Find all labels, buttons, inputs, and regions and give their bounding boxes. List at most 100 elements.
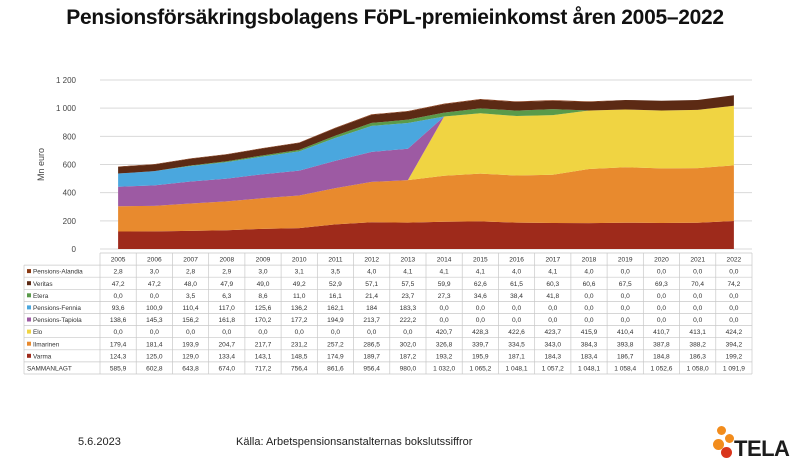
table-cell: 179,4	[110, 341, 127, 348]
total-row-label: SAMMANLAGT	[27, 366, 72, 373]
total-cell: 1 032,0	[433, 366, 455, 373]
table-cell: 0,0	[657, 293, 666, 300]
total-cell: 756,4	[291, 366, 308, 373]
table-cell: 204,7	[219, 341, 236, 348]
table-cell: 2,9	[222, 269, 231, 276]
table-cell: 74,2	[727, 281, 740, 288]
table-cell: 49,0	[257, 281, 270, 288]
table-cell: 186,7	[617, 353, 634, 360]
table-cell: 194,9	[327, 317, 344, 324]
table-cell: 0,0	[258, 329, 267, 336]
table-cell: 156,2	[182, 317, 199, 324]
tela-logo: TELA	[708, 425, 790, 465]
table-cell: 170,2	[255, 317, 272, 324]
table-cell: 4,1	[403, 269, 412, 276]
total-cell: 1 058,4	[614, 366, 636, 373]
table-cell: 0,0	[729, 293, 738, 300]
table-cell: 49,2	[293, 281, 306, 288]
table-cell: 286,5	[363, 341, 380, 348]
legend-entry: Etera	[33, 293, 49, 300]
y-tick-label: 1 000	[56, 104, 77, 113]
x-tick-label: 2018	[582, 257, 597, 264]
table-cell: 0,0	[150, 329, 159, 336]
chart-title: Pensionsförsäkringsbolagens FöPL-premiei…	[66, 6, 724, 29]
table-cell: 21,4	[365, 293, 378, 300]
table-cell: 183,4	[581, 353, 598, 360]
footer-date: 5.6.2023	[78, 436, 121, 448]
legend-entry: Pensions-Fennia	[33, 305, 81, 312]
table-cell: 413,1	[689, 329, 706, 336]
x-tick-label: 2011	[328, 257, 343, 264]
x-tick-label: 2008	[219, 257, 234, 264]
table-cell: 148,5	[291, 353, 308, 360]
table-cell: 343,0	[545, 341, 562, 348]
legend-entry: Elo	[33, 329, 43, 336]
table-cell: 193,2	[436, 353, 453, 360]
legend-entry: Ilmarinen	[33, 341, 60, 348]
table-cell: 181,4	[146, 341, 163, 348]
logo-dot-icon	[725, 434, 734, 443]
table-cell: 199,2	[726, 353, 743, 360]
x-tick-label: 2013	[401, 257, 416, 264]
table-cell: 93,6	[112, 305, 125, 312]
table-cell: 3,0	[150, 269, 159, 276]
table-cell: 186,3	[689, 353, 706, 360]
table-cell: 384,3	[581, 341, 598, 348]
x-tick-label: 2009	[256, 257, 271, 264]
table-cell: 117,0	[219, 305, 235, 312]
table-cell: 133,4	[219, 353, 236, 360]
table-cell: 0,0	[222, 329, 231, 336]
legend-swatch-icon	[27, 329, 31, 334]
y-tick-label: 1 200	[56, 76, 77, 85]
table-cell: 257,2	[327, 341, 344, 348]
table-cell: 174,9	[327, 353, 344, 360]
table-cell: 394,2	[726, 341, 743, 348]
table-cell: 3,1	[295, 269, 304, 276]
table-cell: 2,8	[186, 269, 195, 276]
table-cell: 393,8	[617, 341, 634, 348]
stacked-area-chart: 0 200 400 600 800 1 000 1 200 Mn euro 2005 2006 2…	[23, 76, 753, 375]
x-tick-label: 2007	[183, 257, 198, 264]
legend-swatch-icon	[27, 341, 31, 346]
x-tick-label: 2006	[147, 257, 162, 264]
legend-entry: Pensions-Tapiola	[33, 317, 82, 324]
table-cell: 0,0	[657, 317, 666, 324]
table-cell: 143,1	[255, 353, 272, 360]
table-cell: 3,5	[331, 269, 340, 276]
logo-dot-icon	[717, 426, 726, 435]
table-cell: 62,6	[474, 281, 487, 288]
table-cell: 388,2	[689, 341, 706, 348]
table-cell: 136,2	[291, 305, 308, 312]
table-cell: 423,7	[545, 329, 562, 336]
table-cell: 4,0	[512, 269, 521, 276]
table-cell: 59,9	[438, 281, 451, 288]
total-cell: 861,6	[327, 366, 344, 373]
table-cell: 0,0	[331, 329, 340, 336]
table-cell: 195,9	[472, 353, 489, 360]
area-pensions-fennia	[118, 105, 734, 187]
table-cell: 47,9	[220, 281, 233, 288]
legend-swatch-icon	[27, 305, 31, 310]
table-cell: 0,0	[693, 293, 702, 300]
table-cell: 184,8	[653, 353, 670, 360]
footer-source: Källa: Arbetspensionsanstalternas bokslu…	[236, 436, 473, 448]
table-cell: 184	[366, 305, 377, 312]
x-tick-label: 2022	[727, 257, 742, 264]
total-cell: 643,8	[182, 366, 199, 373]
table-cell: 0,0	[367, 329, 376, 336]
table-cell: 0,0	[548, 305, 557, 312]
area-etera	[118, 105, 734, 174]
legend-swatch-icon	[27, 269, 31, 274]
table-cell: 187,1	[508, 353, 525, 360]
table-cell: 138,6	[110, 317, 127, 324]
table-cell: 189,7	[363, 353, 380, 360]
y-tick-label: 600	[63, 161, 77, 170]
table-cell: 0,0	[114, 293, 123, 300]
table-cell: 61,5	[510, 281, 523, 288]
table-cell: 0,0	[729, 269, 738, 276]
total-cell: 674,0	[219, 366, 236, 373]
table-cell: 387,8	[653, 341, 670, 348]
table-cell: 6,3	[222, 293, 231, 300]
table-cell: 2,8	[114, 269, 123, 276]
table-cell: 16,1	[329, 293, 342, 300]
